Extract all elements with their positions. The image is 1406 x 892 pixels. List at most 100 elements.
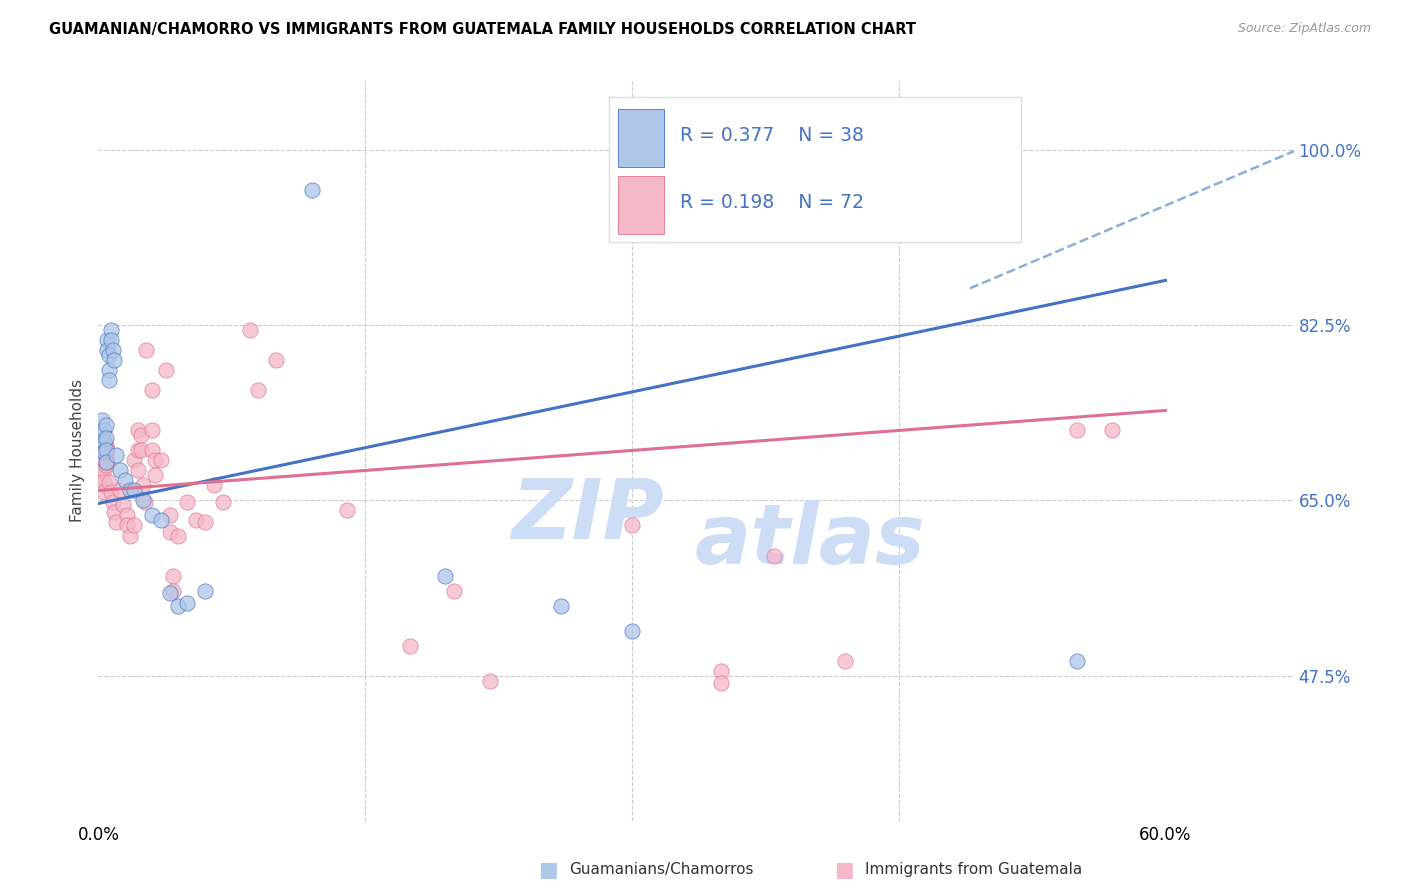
Point: [959, 173, 981, 187]
Point: [89, 443, 111, 458]
Text: atlas: atlas: [695, 500, 925, 581]
Point: [96, 455, 118, 469]
Point: [98, 373, 121, 387]
Point: [135, 343, 157, 358]
Point: [103, 353, 125, 368]
Point: [91, 413, 114, 427]
Point: [141, 424, 163, 438]
Point: [834, 654, 856, 668]
Point: [100, 334, 122, 348]
Point: [89, 428, 111, 442]
Point: [115, 508, 138, 523]
Point: [264, 353, 287, 368]
Point: [93, 453, 115, 467]
Point: [98, 475, 121, 490]
Point: [434, 568, 457, 582]
Point: [94, 438, 117, 452]
Point: [167, 599, 190, 613]
Point: [149, 514, 172, 528]
Point: [93, 475, 115, 490]
Point: [194, 516, 217, 530]
Point: [202, 478, 225, 492]
Point: [763, 549, 786, 563]
Point: [159, 525, 181, 540]
Point: [149, 453, 172, 467]
Point: [550, 599, 572, 613]
Point: [162, 583, 184, 598]
Point: [212, 495, 235, 509]
FancyBboxPatch shape: [619, 176, 664, 234]
Point: [91, 450, 114, 465]
Point: [108, 463, 131, 477]
Point: [101, 495, 124, 509]
Point: [1066, 424, 1088, 438]
Point: [93, 445, 115, 459]
Text: Guamanians/Chamorros: Guamanians/Chamorros: [569, 863, 754, 877]
Point: [710, 664, 733, 678]
Point: [94, 432, 117, 446]
Point: [134, 495, 156, 509]
Point: [120, 528, 142, 542]
Point: [141, 443, 163, 458]
Point: [1101, 424, 1123, 438]
Point: [162, 568, 184, 582]
Point: [105, 449, 128, 463]
Point: [129, 443, 152, 458]
Point: [159, 508, 181, 523]
Point: [247, 384, 270, 398]
Point: [101, 343, 124, 358]
Point: [94, 418, 117, 433]
Point: [620, 624, 643, 638]
Point: [120, 483, 142, 498]
Point: [112, 499, 135, 513]
Point: [96, 443, 118, 458]
Point: [94, 449, 117, 463]
Point: [100, 323, 122, 337]
Point: [194, 583, 217, 598]
Point: [1066, 654, 1088, 668]
Point: [141, 384, 163, 398]
Text: GUAMANIAN/CHAMORRO VS IMMIGRANTS FROM GUATEMALA FAMILY HOUSEHOLDS CORRELATION CH: GUAMANIAN/CHAMORRO VS IMMIGRANTS FROM GU…: [49, 22, 917, 37]
Point: [176, 595, 198, 609]
Point: [239, 323, 262, 337]
Point: [159, 585, 181, 599]
Point: [132, 493, 155, 508]
Text: ■: ■: [834, 860, 853, 880]
Point: [91, 470, 114, 484]
Point: [89, 455, 111, 469]
Point: [96, 343, 118, 358]
Point: [94, 443, 117, 458]
Point: [478, 673, 501, 688]
Point: [115, 518, 138, 533]
Point: [94, 458, 117, 473]
Point: [167, 528, 190, 542]
Point: [398, 639, 420, 653]
Text: ZIP: ZIP: [512, 475, 664, 556]
Point: [96, 334, 118, 348]
Point: [122, 483, 145, 498]
Point: [91, 441, 114, 455]
Point: [132, 478, 155, 492]
Point: [127, 443, 149, 458]
Point: [98, 348, 121, 362]
Text: ■: ■: [538, 860, 558, 880]
Point: [127, 424, 149, 438]
FancyBboxPatch shape: [609, 96, 1021, 242]
Point: [94, 455, 117, 469]
Point: [103, 506, 125, 520]
Point: [122, 453, 145, 467]
Point: [114, 474, 136, 488]
Point: [620, 518, 643, 533]
Point: [143, 453, 166, 467]
Point: [93, 434, 115, 448]
Point: [155, 363, 177, 377]
Point: [186, 514, 208, 528]
Text: Source: ZipAtlas.com: Source: ZipAtlas.com: [1237, 22, 1371, 36]
Point: [336, 503, 359, 517]
Point: [141, 508, 163, 523]
Y-axis label: Family Households: Family Households: [70, 379, 86, 522]
Text: R = 0.198    N = 72: R = 0.198 N = 72: [681, 193, 865, 212]
Point: [143, 468, 166, 483]
Point: [105, 516, 128, 530]
Point: [91, 428, 114, 442]
